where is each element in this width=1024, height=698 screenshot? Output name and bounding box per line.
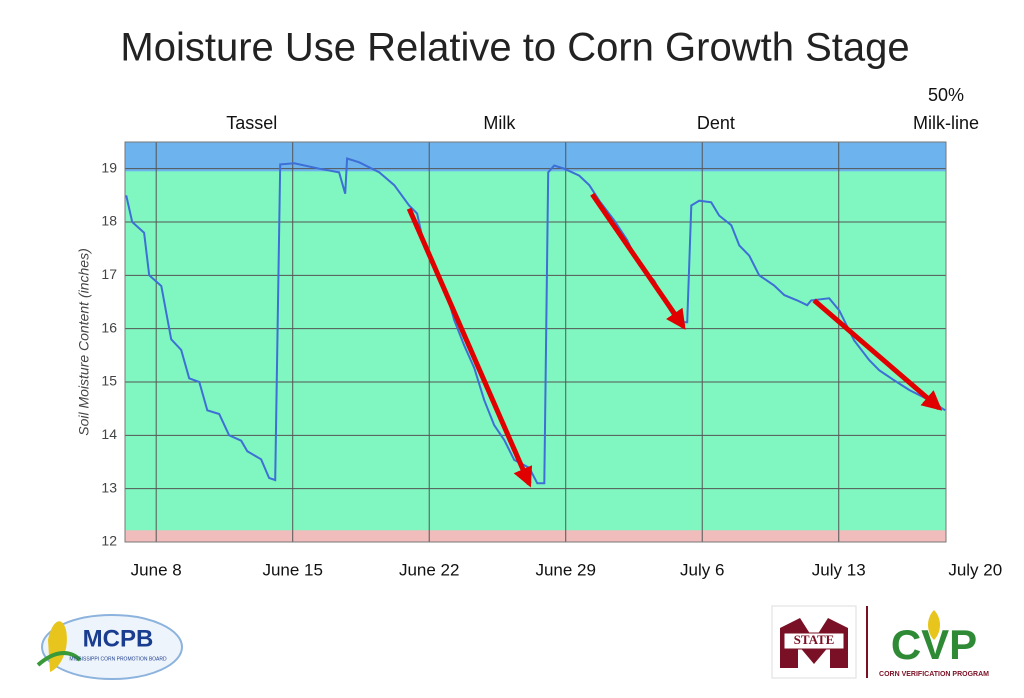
stage-label: Milk-line — [913, 113, 979, 133]
y-tick-label: 17 — [101, 266, 117, 282]
x-tick-label: July 6 — [680, 560, 724, 579]
logo-text: MCPB — [83, 625, 154, 652]
y-tick-label: 16 — [101, 319, 117, 335]
x-tick-label: June 29 — [535, 560, 596, 579]
msstate-logo: STATE — [771, 605, 868, 679]
plot-border — [124, 141, 947, 543]
mcpb-logo: MCPB MISSISSIPPI CORN PROMOTION BOARD — [36, 614, 183, 680]
logo-text: STATE — [794, 632, 835, 647]
y-axis-label: Soil Moisture Content (inches) — [76, 248, 92, 436]
leaf-icon — [36, 651, 82, 667]
y-tick-label: 13 — [101, 479, 117, 495]
logo-shape — [41, 614, 183, 680]
stage-label: Milk — [483, 113, 516, 133]
zone — [125, 142, 946, 172]
plot-area — [125, 142, 946, 542]
logo-banner — [783, 632, 845, 650]
y-tick-label: 19 — [101, 159, 117, 175]
corn-icon — [928, 610, 940, 640]
stage-label: Dent — [697, 113, 735, 133]
plot — [124, 141, 947, 543]
cvp-logo: CVP CORN VERIFICATION PROGRAM — [879, 610, 989, 678]
x-tick-label: July 20 — [948, 560, 1002, 579]
x-tick-label: June 8 — [131, 560, 182, 579]
trend-arrow — [590, 192, 686, 330]
trend-arrow — [812, 298, 943, 411]
y-tick-label: 15 — [101, 373, 117, 389]
y-tick-label: 14 — [101, 426, 117, 442]
x-tick-label: June 15 — [262, 560, 323, 579]
logo-subtext: MISSISSIPPI CORN PROMOTION BOARD — [69, 656, 167, 662]
zone — [125, 530, 946, 542]
x-tick-label: July 13 — [812, 560, 866, 579]
stage-label: Tassel — [226, 113, 277, 133]
stage-label: 50% — [928, 85, 964, 105]
trend-arrow — [406, 207, 533, 488]
data-line — [125, 157, 946, 485]
chart-title: Moisture Use Relative to Corn Growth Sta… — [120, 26, 909, 70]
corn-icon — [48, 621, 67, 672]
y-tick-label: 18 — [101, 213, 117, 229]
logo-subtext: CORN VERIFICATION PROGRAM — [879, 671, 989, 678]
logo-text: CVP — [891, 621, 977, 668]
x-tick-label: June 22 — [399, 560, 460, 579]
y-tick-label: 12 — [101, 533, 117, 549]
